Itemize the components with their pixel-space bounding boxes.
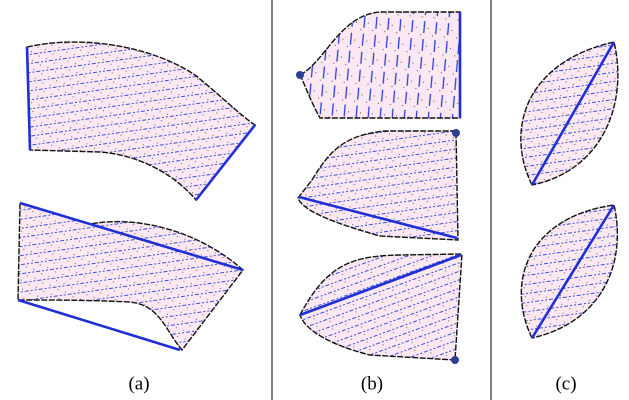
panel-label: (c) — [555, 373, 576, 394]
shape — [521, 42, 618, 185]
shape — [298, 131, 458, 240]
panel-b — [296, 12, 462, 364]
shape — [300, 12, 460, 118]
handle — [296, 71, 304, 79]
shape — [18, 203, 243, 350]
panel-c — [521, 42, 618, 338]
figure: (a) (b) (c) — [0, 0, 629, 400]
panel-label: (b) — [361, 373, 383, 394]
shape — [27, 42, 255, 200]
handle — [451, 356, 459, 364]
panel-a — [18, 42, 255, 350]
handle — [452, 129, 460, 137]
panel-label: (a) — [128, 373, 149, 394]
